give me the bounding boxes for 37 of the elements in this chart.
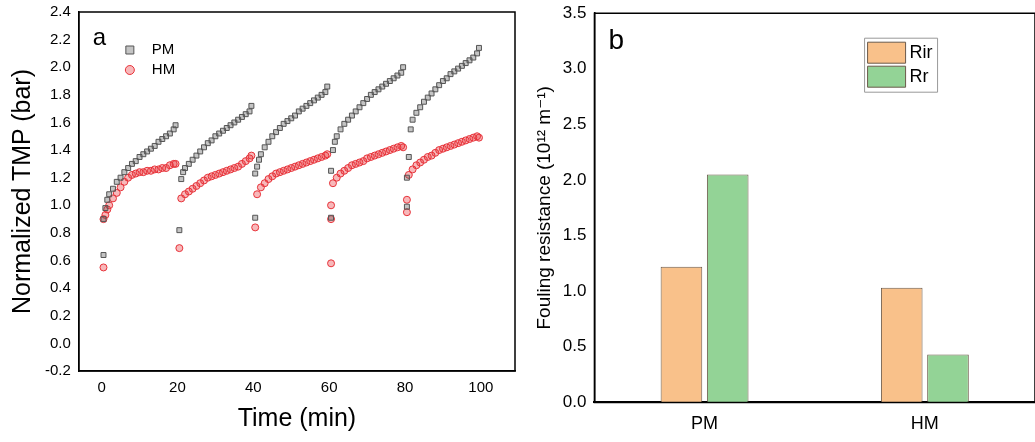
y-tick-label: 1.5 bbox=[562, 225, 587, 245]
y-tick-label: 1.6 bbox=[49, 112, 71, 130]
y-tick-label: 1.0 bbox=[49, 195, 71, 213]
legend-label: HM bbox=[151, 60, 176, 78]
y-tick-label: 2.2 bbox=[49, 29, 71, 47]
annotation: b bbox=[608, 23, 625, 55]
x-tick-label: 60 bbox=[320, 378, 338, 396]
y-tick-label: 0.2 bbox=[49, 305, 71, 323]
y-tick-label: 0.0 bbox=[562, 392, 587, 412]
y-axis-title: Fouling resistance (10¹² m⁻¹) bbox=[532, 86, 554, 330]
y-tick-label: 3.0 bbox=[562, 58, 587, 78]
y-tick-label: 0.5 bbox=[562, 336, 587, 356]
x-tick-label: 0 bbox=[97, 378, 106, 396]
y-tick-label: 1.2 bbox=[49, 167, 71, 185]
x-tick-label: 100 bbox=[468, 378, 494, 396]
y-tick-label: 1.8 bbox=[49, 84, 71, 102]
y-tick-label: 0.6 bbox=[49, 250, 71, 268]
y-tick-label: 1.0 bbox=[562, 280, 587, 300]
y-tick-label: 0.8 bbox=[49, 223, 71, 241]
annotation: a bbox=[92, 22, 107, 50]
y-tick-label: 2.5 bbox=[562, 114, 587, 134]
y-tick-label: 2.0 bbox=[49, 57, 71, 75]
legend-label: Rr bbox=[909, 66, 929, 87]
y-axis-title: Normalized TMP (bar) bbox=[6, 69, 35, 314]
y-tick-label: 0.4 bbox=[49, 278, 71, 296]
x-axis-title: Time (min) bbox=[237, 402, 357, 431]
y-tick-label: 2.0 bbox=[562, 169, 587, 189]
y-tick-label: -0.2 bbox=[44, 361, 71, 379]
x-tick-label: 20 bbox=[169, 378, 186, 396]
y-tick-label: 0.0 bbox=[49, 333, 71, 351]
x-tick-label: 40 bbox=[244, 378, 262, 396]
legend-label: PM bbox=[151, 40, 175, 58]
y-tick-label: 3.5 bbox=[562, 2, 587, 22]
y-tick-label: 2.4 bbox=[49, 2, 71, 20]
x-tick-label: 80 bbox=[396, 378, 414, 396]
legend-label: Rir bbox=[909, 42, 933, 63]
y-tick-label: 1.4 bbox=[49, 140, 71, 158]
